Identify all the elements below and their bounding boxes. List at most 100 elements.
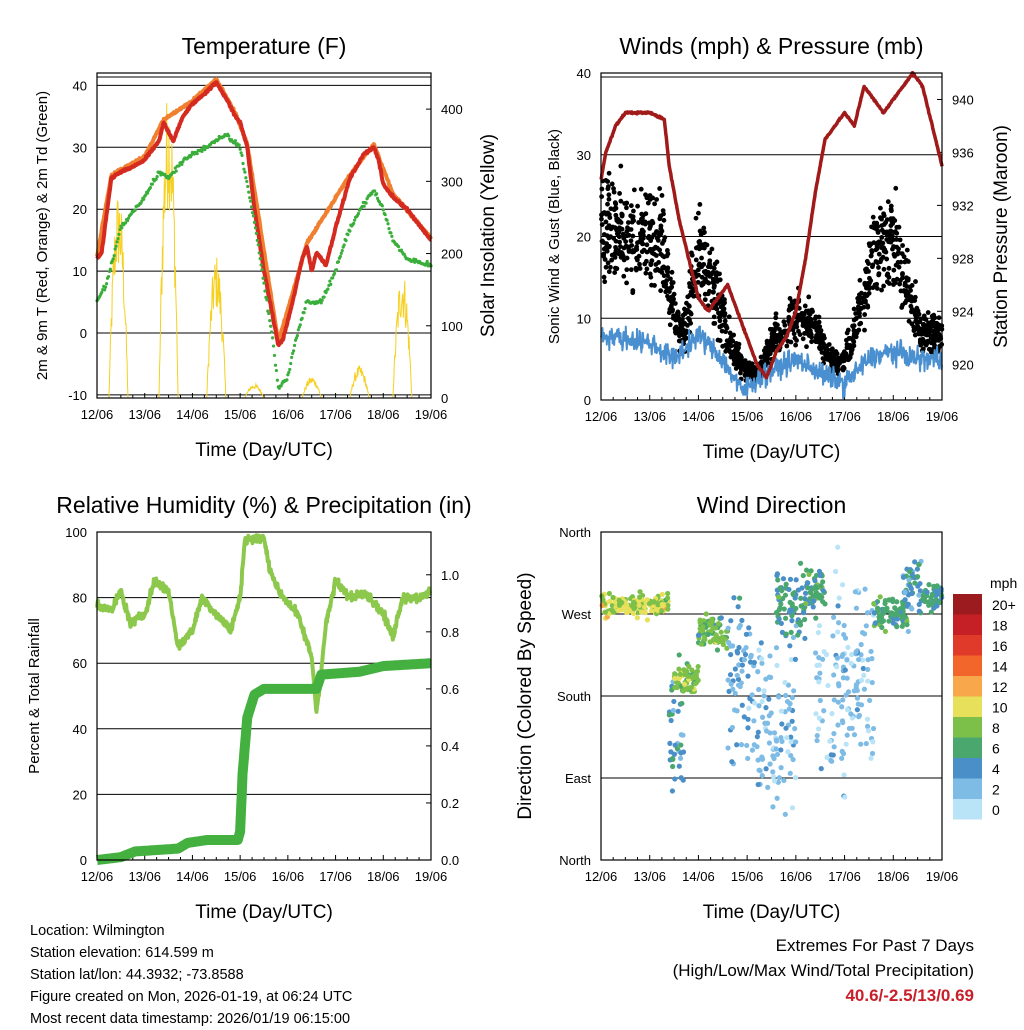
gust-point bbox=[611, 189, 617, 195]
gust-point bbox=[935, 336, 940, 342]
gust-point bbox=[786, 314, 792, 320]
wind-direction-point bbox=[907, 583, 913, 589]
dewpoint-point bbox=[362, 204, 366, 208]
dewpoint-point bbox=[195, 152, 199, 156]
panel-1: Winds (mph) & Pressure (mb) Time (Day/UTC… bbox=[546, 33, 1012, 463]
wind-direction-point bbox=[672, 776, 678, 782]
wind-direction-point bbox=[909, 606, 915, 612]
gust-point bbox=[876, 271, 882, 277]
wind-direction-point bbox=[836, 683, 842, 689]
wind-direction-point bbox=[818, 766, 824, 772]
wind-direction-point bbox=[799, 585, 805, 591]
dewpoint-point bbox=[246, 184, 250, 189]
extremes-values: 40.6/-2.5/13/0.69 bbox=[845, 986, 974, 1005]
dewpoint-point bbox=[270, 336, 275, 340]
x-tick-label: 16/06 bbox=[780, 869, 813, 884]
x-tick-label: 16/06 bbox=[272, 407, 305, 422]
wind-direction-point bbox=[909, 590, 915, 597]
gust-point bbox=[710, 289, 716, 295]
wind-direction-point bbox=[651, 599, 657, 605]
wind-direction-point bbox=[791, 688, 797, 694]
wind-direction-point bbox=[831, 697, 837, 703]
gust-point bbox=[609, 181, 615, 187]
gust-point bbox=[606, 196, 612, 202]
wind-direction-point bbox=[763, 676, 769, 682]
gust-point bbox=[873, 247, 879, 253]
dewpoint-point bbox=[303, 306, 307, 311]
wind-direction-point bbox=[745, 755, 751, 762]
dewpoint-point bbox=[334, 268, 339, 272]
gust-point bbox=[612, 254, 618, 260]
gust-point bbox=[712, 320, 718, 326]
gust-point bbox=[656, 268, 662, 274]
wind-direction-point bbox=[816, 679, 822, 685]
dewpoint-point bbox=[189, 153, 194, 157]
wind-direction-point bbox=[776, 616, 782, 622]
dewpoint-point bbox=[154, 177, 158, 181]
wind-direction-point bbox=[669, 788, 675, 794]
gust-point bbox=[758, 354, 764, 360]
gust-point bbox=[855, 296, 861, 301]
gust-point bbox=[617, 191, 622, 196]
elevation-text: Station elevation: 614.599 m bbox=[30, 945, 214, 961]
x-tick-label: 19/06 bbox=[415, 407, 448, 422]
wind-direction-point bbox=[763, 705, 769, 711]
dewpoint-point bbox=[145, 191, 150, 195]
y2-tick-label: 0.8 bbox=[441, 625, 459, 640]
gust-point bbox=[699, 264, 705, 270]
gust-point bbox=[652, 283, 657, 288]
gust-point bbox=[889, 218, 895, 224]
wind-direction-point bbox=[732, 666, 738, 672]
plot-frame bbox=[96, 72, 432, 399]
wind-direction-point bbox=[895, 611, 901, 618]
gust-point bbox=[613, 212, 619, 218]
wind-direction-point bbox=[798, 595, 804, 601]
dewpoint-point bbox=[425, 259, 429, 264]
wind-direction-point bbox=[839, 718, 846, 724]
wind-direction-point bbox=[840, 652, 846, 658]
dewpoint-point bbox=[238, 147, 242, 151]
wind-direction-point bbox=[922, 598, 928, 605]
wind-direction-point bbox=[823, 651, 830, 658]
gust-point bbox=[648, 223, 653, 229]
recent-text: Most recent data timestamp: 2026/01/19 0… bbox=[30, 1011, 351, 1027]
gust-point bbox=[890, 246, 895, 252]
wind-direction-point bbox=[774, 795, 780, 801]
gust-point bbox=[928, 349, 934, 355]
wind-direction-point bbox=[781, 606, 787, 612]
wind-direction-point bbox=[902, 613, 908, 620]
gust-point bbox=[869, 249, 875, 255]
gust-point bbox=[649, 218, 655, 224]
wind-direction-point bbox=[793, 739, 799, 745]
wind-direction-point bbox=[844, 707, 851, 713]
gust-point bbox=[843, 337, 849, 343]
gust-point bbox=[876, 251, 882, 257]
gust-point bbox=[613, 205, 619, 211]
wind-direction-point bbox=[820, 588, 826, 594]
gust-point bbox=[634, 257, 640, 263]
gust-point bbox=[644, 195, 650, 201]
wind-direction-point bbox=[647, 600, 653, 607]
wind-direction-point bbox=[782, 615, 789, 621]
gust-point bbox=[817, 345, 822, 350]
wind-direction-point bbox=[869, 750, 876, 757]
y-tick-label: 30 bbox=[73, 140, 87, 155]
wind-direction-point bbox=[832, 568, 839, 575]
x-tick-label: 15/06 bbox=[224, 407, 257, 422]
wind-direction-point bbox=[917, 588, 923, 594]
gust-point bbox=[765, 360, 771, 366]
dewpoint-point bbox=[180, 162, 184, 167]
wind-direction-point bbox=[630, 610, 637, 617]
wind-direction-point bbox=[690, 675, 696, 681]
dewpoint-point bbox=[387, 227, 391, 231]
wind-direction-point bbox=[820, 579, 826, 585]
wind-direction-point bbox=[842, 635, 849, 641]
wind-direction-point bbox=[710, 625, 716, 631]
dewpoint-point bbox=[390, 234, 394, 238]
dewpoint-point bbox=[352, 221, 356, 225]
gust-point bbox=[628, 227, 634, 232]
wind-direction-point bbox=[821, 708, 827, 714]
gust-point bbox=[816, 339, 822, 344]
gust-point bbox=[817, 324, 823, 330]
gust-point bbox=[835, 363, 841, 369]
